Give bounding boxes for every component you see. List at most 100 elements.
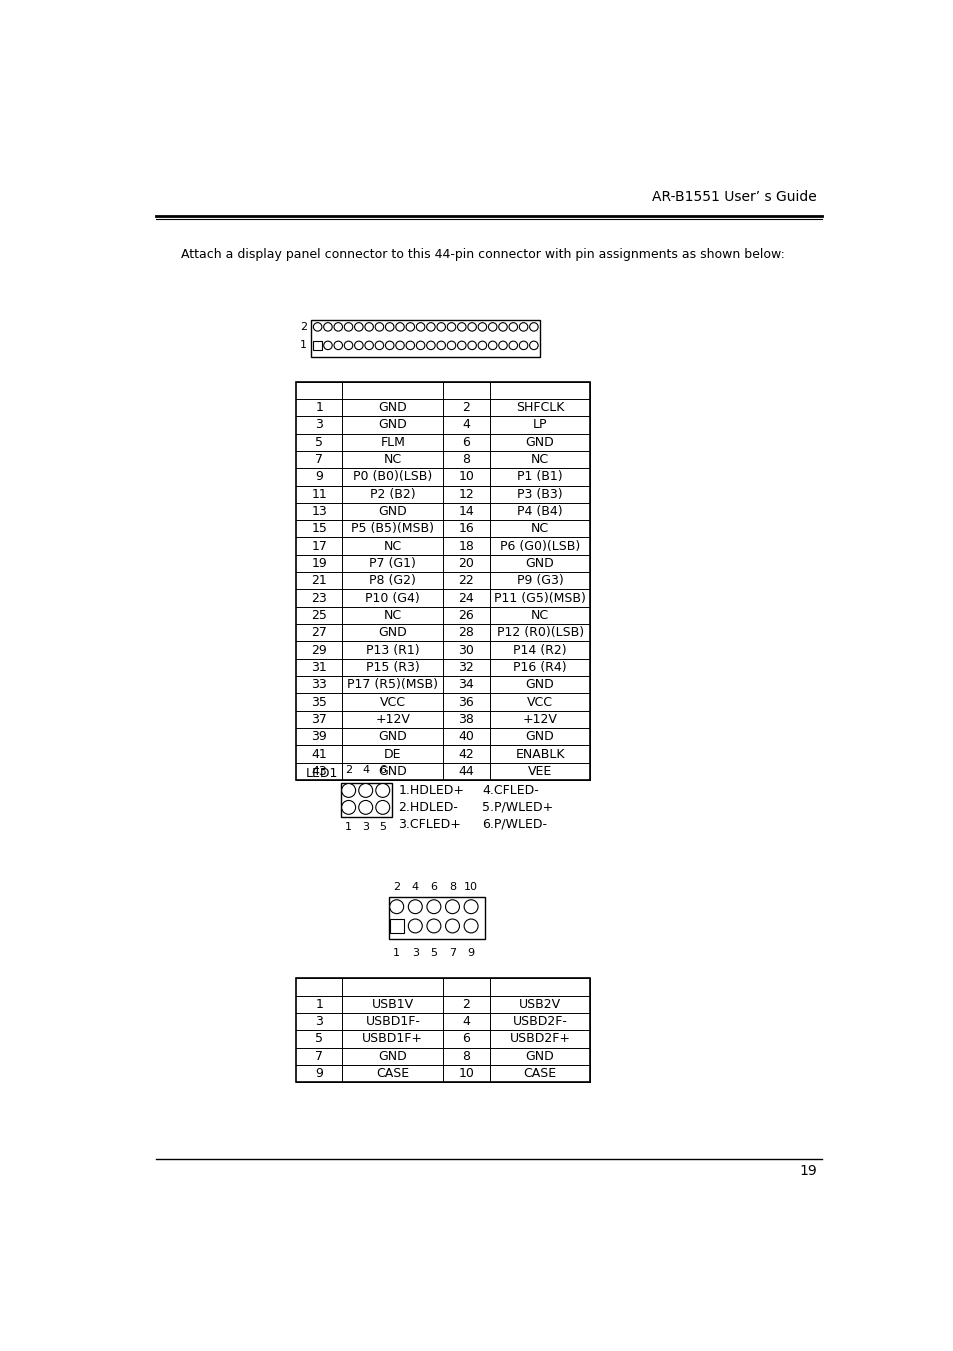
Text: P16 (R4): P16 (R4)	[513, 661, 566, 674]
Text: 2: 2	[393, 882, 400, 892]
Text: 4: 4	[362, 766, 369, 775]
Text: 7: 7	[314, 1050, 323, 1063]
Text: CASE: CASE	[375, 1067, 409, 1079]
Circle shape	[395, 323, 404, 331]
Circle shape	[375, 784, 390, 797]
Text: 1: 1	[393, 948, 399, 958]
Bar	[313, 342, 321, 350]
Circle shape	[364, 342, 373, 350]
Text: 7: 7	[449, 948, 456, 958]
Text: P10 (G4): P10 (G4)	[365, 592, 419, 605]
Circle shape	[385, 323, 394, 331]
Circle shape	[498, 323, 507, 331]
Text: 14: 14	[458, 505, 474, 517]
Text: GND: GND	[525, 678, 554, 692]
Text: P0 (B0)(LSB): P0 (B0)(LSB)	[353, 470, 432, 484]
Text: 5.P/WLED+: 5.P/WLED+	[481, 801, 553, 813]
Text: 37: 37	[311, 713, 327, 725]
Text: 34: 34	[458, 678, 474, 692]
Circle shape	[375, 323, 383, 331]
Text: VEE: VEE	[527, 765, 552, 778]
Text: 4: 4	[412, 882, 418, 892]
Circle shape	[498, 342, 507, 350]
Text: 31: 31	[311, 661, 327, 674]
Text: 28: 28	[458, 627, 474, 639]
Text: 3: 3	[314, 419, 323, 431]
Text: GND: GND	[378, 1050, 407, 1063]
Text: LP: LP	[533, 419, 547, 431]
Circle shape	[447, 323, 456, 331]
Circle shape	[358, 784, 373, 797]
Text: 10: 10	[463, 882, 477, 892]
Text: 23: 23	[311, 592, 327, 605]
Text: +12V: +12V	[522, 713, 557, 725]
Text: P3 (B3): P3 (B3)	[517, 488, 562, 501]
Text: LED1: LED1	[306, 767, 338, 780]
Text: 26: 26	[458, 609, 474, 621]
Circle shape	[406, 323, 415, 331]
Text: 5: 5	[430, 948, 436, 958]
Text: 21: 21	[311, 574, 327, 588]
Circle shape	[445, 919, 459, 934]
Text: P7 (G1): P7 (G1)	[369, 557, 416, 570]
Text: GND: GND	[525, 731, 554, 743]
Text: 32: 32	[458, 661, 474, 674]
Circle shape	[408, 900, 422, 913]
Text: USB2V: USB2V	[518, 998, 560, 1011]
Text: 18: 18	[458, 539, 474, 553]
Circle shape	[416, 323, 424, 331]
Circle shape	[457, 342, 466, 350]
Text: P13 (R1): P13 (R1)	[366, 643, 419, 657]
Text: 39: 39	[311, 731, 327, 743]
Circle shape	[406, 342, 415, 350]
Text: CASE: CASE	[523, 1067, 556, 1079]
Circle shape	[323, 342, 332, 350]
Text: 5: 5	[314, 1032, 323, 1046]
Circle shape	[395, 342, 404, 350]
Text: VCC: VCC	[526, 696, 553, 708]
Circle shape	[390, 900, 403, 913]
Text: 10: 10	[458, 1067, 474, 1079]
Circle shape	[385, 342, 394, 350]
Circle shape	[334, 323, 342, 331]
Text: USBD2F+: USBD2F+	[509, 1032, 570, 1046]
Circle shape	[375, 800, 390, 815]
Text: 5: 5	[314, 436, 323, 449]
Text: NC: NC	[531, 523, 549, 535]
Text: P17 (R5)(MSB): P17 (R5)(MSB)	[347, 678, 437, 692]
Circle shape	[426, 323, 435, 331]
Text: P4 (B4): P4 (B4)	[517, 505, 562, 517]
Text: 35: 35	[311, 696, 327, 708]
Text: 3.CFLED+: 3.CFLED+	[397, 817, 460, 831]
Text: 8: 8	[449, 882, 456, 892]
Circle shape	[364, 323, 373, 331]
Circle shape	[467, 323, 476, 331]
Circle shape	[477, 342, 486, 350]
Circle shape	[358, 800, 373, 815]
Circle shape	[355, 323, 363, 331]
Circle shape	[457, 323, 466, 331]
Text: 6: 6	[462, 1032, 470, 1046]
Text: 13: 13	[311, 505, 327, 517]
Text: 33: 33	[311, 678, 327, 692]
Text: USB1V: USB1V	[372, 998, 414, 1011]
Text: DE: DE	[384, 747, 401, 761]
Text: P11 (G5)(MSB): P11 (G5)(MSB)	[494, 592, 585, 605]
Text: 8: 8	[462, 453, 470, 466]
Text: 9: 9	[467, 948, 475, 958]
Text: GND: GND	[378, 765, 407, 778]
Text: 36: 36	[458, 696, 474, 708]
Circle shape	[375, 342, 383, 350]
Text: 5: 5	[379, 823, 386, 832]
Text: 24: 24	[458, 592, 474, 605]
Text: ENABLK: ENABLK	[515, 747, 564, 761]
Circle shape	[518, 342, 527, 350]
Text: 44: 44	[458, 765, 474, 778]
Bar	[311, 320, 539, 357]
Text: P14 (R2): P14 (R2)	[513, 643, 566, 657]
Text: 1.HDLED+: 1.HDLED+	[397, 784, 464, 797]
Text: 1: 1	[299, 340, 307, 350]
Text: 9: 9	[314, 470, 323, 484]
Circle shape	[408, 919, 422, 934]
Text: P15 (R3): P15 (R3)	[366, 661, 419, 674]
